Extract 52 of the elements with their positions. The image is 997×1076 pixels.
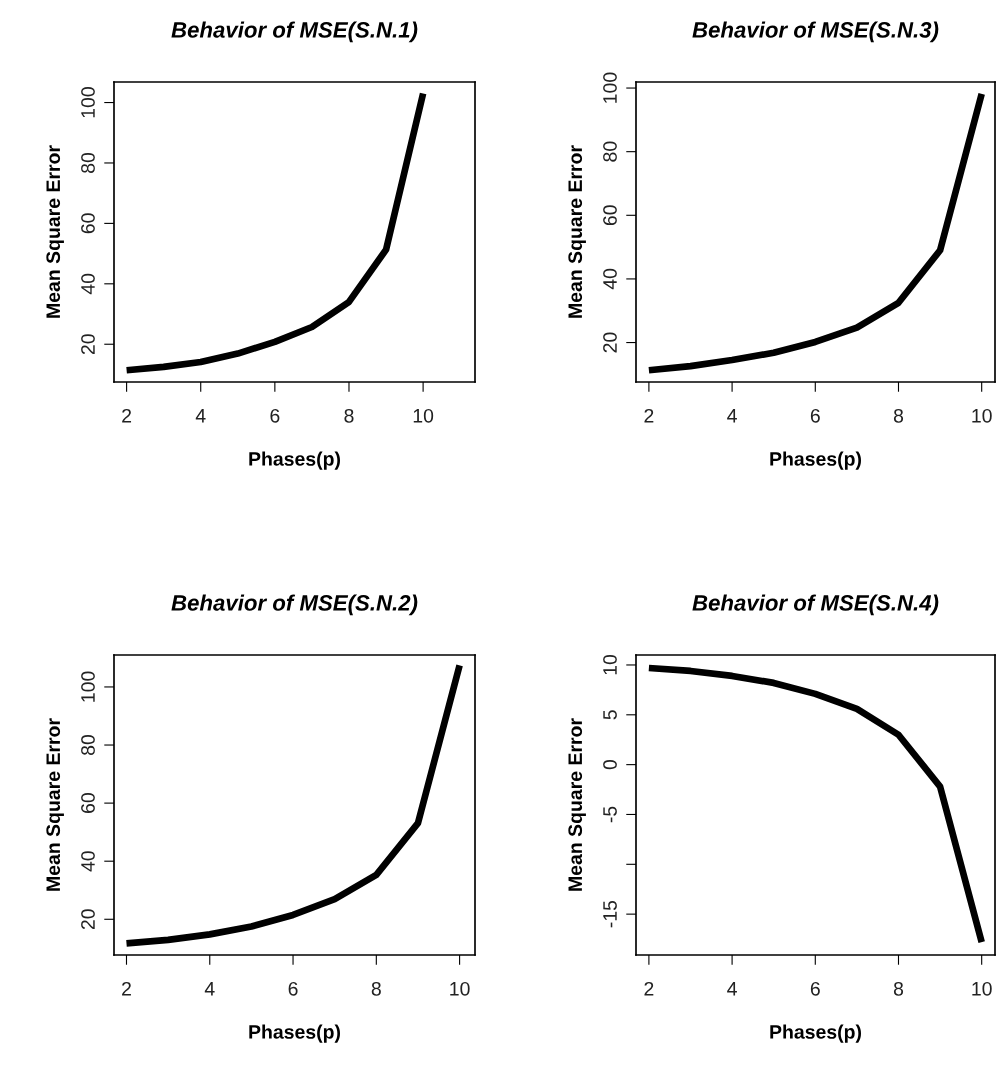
x-tick-label: 8 xyxy=(344,408,354,423)
x-tick-label: 10 xyxy=(413,408,434,423)
x-tick-label: 8 xyxy=(893,408,904,423)
y-axis-title: Mean Square Error xyxy=(568,718,586,891)
y-tick-label: -15 xyxy=(603,900,617,928)
x-axis-title: Phases(p) xyxy=(770,451,861,470)
x-tick-label: 6 xyxy=(288,981,298,996)
y-tick-label: 80 xyxy=(81,734,95,755)
chart-title: Behavior of MSE(S.N.2) xyxy=(171,594,418,616)
x-axis-title: Phases(p) xyxy=(770,1024,861,1043)
y-tick-label: 100 xyxy=(81,671,95,702)
y-tick-label: -5 xyxy=(603,806,617,823)
y-axis-title: Mean Square Error xyxy=(46,718,64,891)
y-tick-label: 60 xyxy=(81,793,95,813)
y-tick-label: 60 xyxy=(81,213,95,234)
x-tick-label: 8 xyxy=(371,981,381,996)
x-axis-title: Phases(p) xyxy=(249,1024,340,1043)
x-tick-label: 10 xyxy=(972,408,992,423)
y-tick-label: 80 xyxy=(81,152,95,173)
x-tick-label: 4 xyxy=(727,982,737,996)
y-tick-label: 100 xyxy=(81,87,95,118)
x-tick-label: 6 xyxy=(270,408,280,423)
y-tick-label: 0 xyxy=(603,759,617,770)
x-tick-label: 4 xyxy=(204,982,215,996)
x-tick-label: 10 xyxy=(972,981,992,996)
y-tick-label: 5 xyxy=(603,710,617,720)
x-tick-label: 2 xyxy=(122,981,131,996)
y-axis-title: Mean Square Error xyxy=(46,145,64,318)
x-tick-label: 4 xyxy=(727,409,737,423)
x-tick-label: 2 xyxy=(644,981,654,996)
y-tick-label: 20 xyxy=(81,334,95,355)
y-tick-label: 80 xyxy=(603,141,617,162)
chart-title: Behavior of MSE(S.N.4) xyxy=(692,594,939,616)
y-tick-label: 100 xyxy=(603,72,617,103)
y-tick-label: 20 xyxy=(81,909,95,930)
chart-title: Behavior of MSE(S.N.3) xyxy=(692,21,939,43)
y-tick-label: 40 xyxy=(81,851,95,872)
chart-title: Behavior of MSE(S.N.1) xyxy=(171,21,418,43)
x-tick-label: 4 xyxy=(195,409,206,423)
x-tick-label: 6 xyxy=(810,408,820,423)
x-tick-label: 10 xyxy=(450,981,470,996)
y-tick-label: 60 xyxy=(603,205,617,226)
y-tick-label: 40 xyxy=(603,268,617,290)
y-tick-label: 20 xyxy=(603,332,617,353)
x-axis-title: Phases(p) xyxy=(249,451,340,470)
x-tick-label: 6 xyxy=(810,981,820,996)
x-tick-label: 8 xyxy=(893,981,904,996)
y-tick-label: 40 xyxy=(81,273,95,295)
y-tick-label: 10 xyxy=(603,654,617,675)
y-axis-title: Mean Square Error xyxy=(568,145,586,318)
x-tick-label: 2 xyxy=(644,408,654,423)
x-tick-label: 2 xyxy=(122,408,132,423)
